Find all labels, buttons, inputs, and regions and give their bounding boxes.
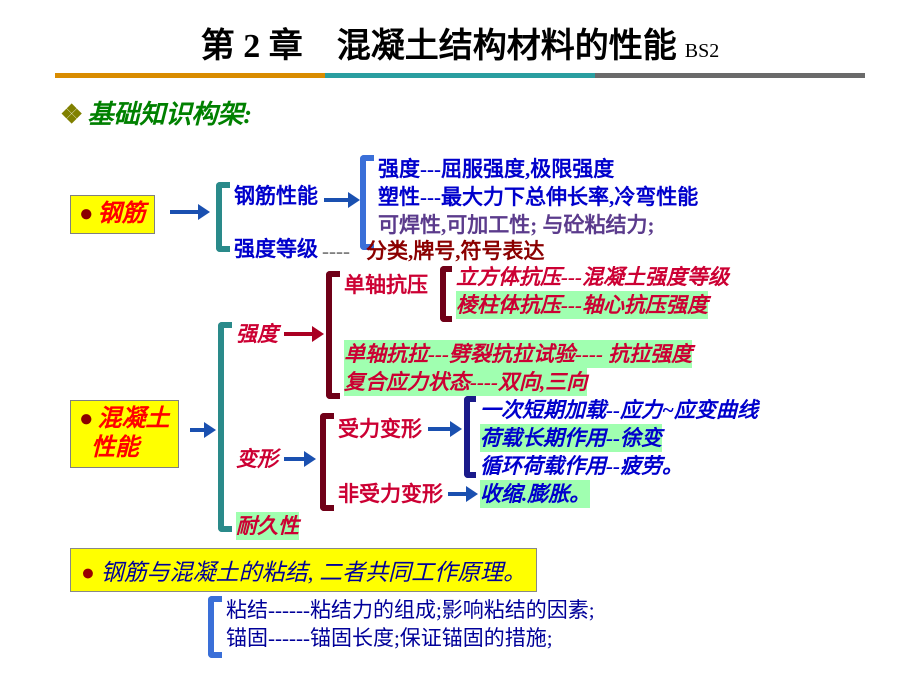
arrow-noload: [448, 492, 468, 496]
bond-line1: 粘结------粘结力的组成;影响粘结的因素;: [226, 596, 595, 624]
bracket-deform: [320, 413, 334, 511]
arrow-steel: [170, 210, 200, 214]
noload-deform: 非受力变形: [338, 480, 443, 508]
box-steel: ●钢筋: [70, 195, 155, 234]
concrete-deform-label: 变形: [236, 445, 278, 473]
steel-grade-label: 强度等级: [234, 235, 318, 263]
uniaxial-comp: 单轴抗压: [344, 271, 428, 299]
page-title: 第 2 章 混凝土结构材料的性能: [201, 28, 677, 65]
bracket-steel-perf: [360, 155, 374, 250]
title-underline: [55, 73, 865, 78]
compound-stress: 复合应力状态----双向,三向: [344, 368, 587, 396]
steel-line2: 塑性---最大力下总伸长率,冷弯性能: [378, 183, 698, 211]
arrow-deform: [284, 457, 306, 461]
noload-text: 收缩.膨胀。: [480, 480, 590, 508]
diamond-icon: ❖: [60, 100, 83, 129]
load-l3: 循环荷载作用--疲劳。: [480, 452, 683, 480]
title-block: 第 2 章 混凝土结构材料的性能 BS2: [0, 0, 920, 67]
bracket-concrete: [218, 322, 232, 532]
steel-perf-label: 钢筋性能: [234, 182, 318, 210]
arrow-steel-perf: [324, 198, 350, 202]
bracket-uniaxial-comp: [440, 266, 452, 322]
uniaxial-comp-l1: 立方体抗压---混凝土强度等级: [456, 263, 729, 291]
uniaxial-tens: 单轴抗拉---劈裂抗拉试验---- 抗拉强度: [344, 340, 692, 368]
bracket-steel: [216, 182, 230, 252]
concrete-strength-label: 强度: [236, 320, 278, 348]
bracket-strength: [326, 271, 340, 399]
box-concrete: ●混凝土 性能: [70, 400, 179, 468]
concrete-durability-label: 耐久性: [236, 512, 299, 540]
arrow-load-deform: [428, 427, 452, 431]
steel-line3: 可焊性,可加工性; 与砼粘结力;: [378, 211, 655, 239]
bond-lines: 粘结------粘结力的组成;影响粘结的因素; 锚固------锚固长度;保证锚…: [226, 596, 595, 653]
box-bond: ● 钢筋与混凝土的粘结, 二者共同工作原理。: [70, 548, 537, 592]
bracket-load-deform: [464, 396, 476, 478]
bracket-bond: [208, 596, 222, 658]
subtitle: ❖基础知识构架:: [60, 94, 920, 131]
load-deform: 受力变形: [338, 415, 422, 443]
steel-grade-text: 分类,牌号,符号表达: [366, 237, 545, 265]
steel-grade-dash: ----: [322, 237, 350, 265]
arrow-strength: [284, 332, 314, 336]
uniaxial-comp-l2: 棱柱体抗压---轴心抗压强度: [456, 291, 708, 319]
bond-line2: 锚固------锚固长度;保证锚固的措施;: [226, 624, 595, 652]
steel-line1: 强度---屈服强度,极限强度: [378, 155, 614, 183]
title-suffix: BS2: [685, 40, 719, 62]
load-l1: 一次短期加载--应力~应变曲线: [480, 396, 758, 424]
load-l2: 荷载长期作用--徐变: [480, 424, 662, 452]
arrow-concrete: [190, 428, 206, 432]
